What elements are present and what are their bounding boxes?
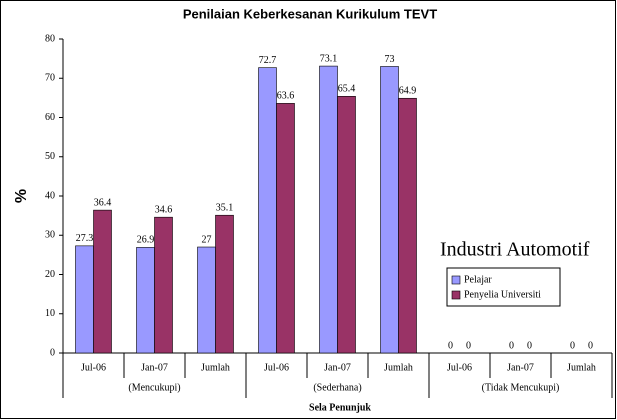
y-tick-label: 60 [45,112,55,123]
bar [276,103,295,354]
bar [215,214,234,354]
data-label: 0 [588,340,593,351]
bar [380,66,399,354]
x-tick-label: Jumlah [384,362,413,373]
data-label: 0 [466,340,471,351]
legend-swatch [451,290,461,300]
y-tick-label: 40 [45,190,55,201]
annotation: Industri Automotif [440,239,590,261]
legend-label: Penyelia Universiti [464,289,541,300]
x-axis-label: Sela Penunjuk [309,402,371,413]
data-label: 72.7 [259,55,277,66]
data-label: 73.1 [320,53,338,64]
y-tick-label: 0 [50,347,55,358]
x-tick-label: Jul-06 [264,362,289,373]
legend-box [446,267,561,307]
bar [319,65,338,354]
x-tick-label: Jumlah [567,362,596,373]
data-label: 26.9 [137,235,155,246]
group-label: (Tidak Mencukupi) [482,382,560,393]
y-tick-label: 50 [45,151,55,162]
data-label: 73 [385,54,395,65]
x-tick-label: Jan-07 [324,362,351,373]
group-label: (Sederhana) [313,382,361,393]
bar [197,246,216,354]
x-tick-label: Jul-06 [81,362,106,373]
y-tick-label: 80 [45,33,55,44]
y-tick-label: 10 [45,308,55,319]
bar [154,216,173,354]
data-label: 34.6 [155,204,173,215]
y-tick-label: 20 [45,269,55,280]
group-label: (Mencukupi) [128,382,180,393]
data-label: 0 [570,340,575,351]
data-label: 35.1 [216,203,234,214]
data-label: 65.4 [338,84,356,95]
bar [337,96,356,354]
data-label: 63.6 [277,91,295,102]
x-tick-label: Jan-07 [507,362,534,373]
x-tick-label: Jumlah [201,362,230,373]
legend-label: Pelajar [464,274,492,285]
data-label: 36.4 [94,197,112,208]
bar [258,67,277,354]
data-label: 27.3 [76,233,94,244]
y-tick-label: 70 [45,73,55,84]
data-label: 0 [527,340,532,351]
data-label: 64.9 [399,86,417,97]
bar [136,247,155,354]
bar [398,97,417,354]
bar [93,209,112,354]
chart-title: Penilaian Keberkesanan Kurikulum TEVT [183,6,437,21]
x-tick-label: Jul-06 [447,362,472,373]
data-label: 0 [509,340,514,351]
x-tick-label: Jan-07 [141,362,168,373]
data-label: 0 [448,340,453,351]
bar [75,245,94,354]
y-axis-label: % [13,189,30,203]
y-tick-label: 30 [45,230,55,241]
legend-swatch [451,275,461,285]
data-label: 27 [202,234,212,245]
